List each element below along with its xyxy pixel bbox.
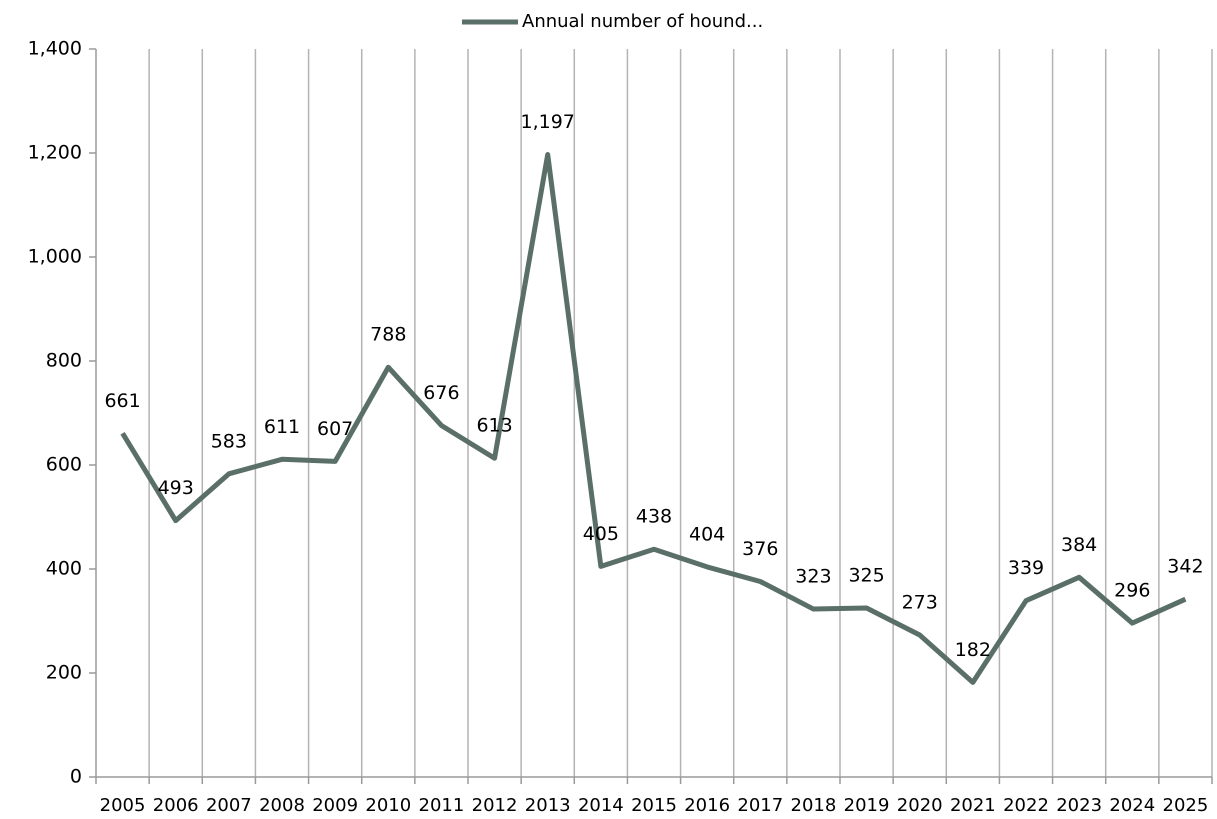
x-tick-label: 2019 — [844, 795, 890, 816]
x-tick-label: 2014 — [578, 795, 624, 816]
data-label: 339 — [1008, 557, 1044, 579]
data-label: 376 — [742, 538, 778, 560]
y-tick-label: 0 — [70, 766, 82, 788]
x-tick-label: 2011 — [419, 795, 465, 816]
data-label: 405 — [583, 523, 619, 545]
data-label: 607 — [317, 418, 353, 440]
x-tick-label: 2012 — [472, 795, 518, 816]
data-label: 273 — [902, 592, 938, 614]
data-label: 611 — [264, 416, 300, 438]
y-tick-label: 1,200 — [28, 142, 82, 164]
legend-label: Annual number of hound... — [522, 11, 763, 32]
x-tick-label: 2013 — [525, 795, 571, 816]
x-tick-label: 2018 — [791, 795, 837, 816]
x-tick-label: 2020 — [897, 795, 943, 816]
x-tick-label: 2009 — [312, 795, 358, 816]
y-tick-label: 1,000 — [28, 246, 82, 268]
data-label: 1,197 — [521, 111, 575, 133]
x-tick-label: 2021 — [950, 795, 996, 816]
data-label: 438 — [636, 506, 672, 528]
x-tick-label: 2008 — [259, 795, 305, 816]
y-tick-label: 200 — [46, 662, 82, 684]
data-label: 613 — [476, 415, 512, 437]
x-tick-label: 2016 — [684, 795, 730, 816]
y-tick-label: 1,400 — [28, 38, 82, 60]
y-tick-label: 600 — [46, 454, 82, 476]
y-tick-label: 400 — [46, 558, 82, 580]
x-tick-label: 2015 — [631, 795, 677, 816]
data-label: 583 — [211, 430, 247, 452]
x-tick-label: 2023 — [1056, 795, 1102, 816]
x-tick-label: 2022 — [1003, 795, 1049, 816]
data-label: 661 — [104, 390, 140, 412]
line — [120, 152, 1187, 685]
data-label: 342 — [1167, 556, 1203, 578]
data-label: 788 — [370, 324, 406, 346]
data-label: 325 — [848, 565, 884, 587]
data-label: 404 — [689, 523, 725, 545]
x-tick-label: 2010 — [365, 795, 411, 816]
x-tick-label: 2006 — [153, 795, 199, 816]
data-label: 384 — [1061, 534, 1097, 556]
data-label: 323 — [795, 566, 831, 588]
data-label: 182 — [955, 639, 991, 661]
data-label: 296 — [1114, 580, 1150, 602]
x-tick-label: 2007 — [206, 795, 252, 816]
y-tick-label: 800 — [46, 350, 82, 372]
x-tick-label: 2024 — [1109, 795, 1155, 816]
data-label: 493 — [158, 477, 194, 499]
x-tick-label: 2017 — [737, 795, 783, 816]
x-tick-label: 2025 — [1163, 795, 1209, 816]
data-label: 676 — [423, 382, 459, 404]
x-tick-label: 2005 — [100, 795, 146, 816]
